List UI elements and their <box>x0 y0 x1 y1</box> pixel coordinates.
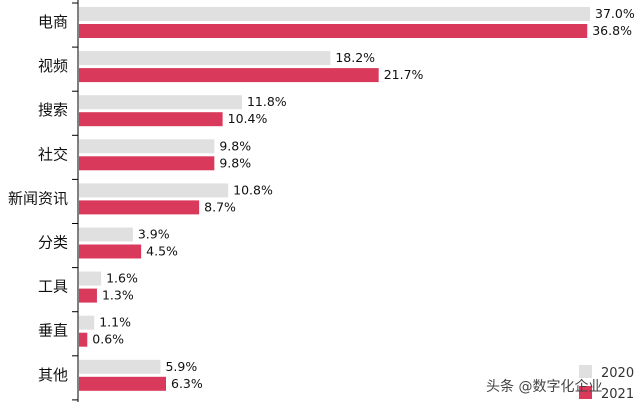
value-label: 1.1% <box>99 315 131 330</box>
bar-2020 <box>79 227 133 242</box>
bar-2021 <box>79 332 88 347</box>
bar-2020 <box>79 7 590 21</box>
bar-2021 <box>79 24 588 38</box>
legend-label-2020: 2020 <box>601 366 634 381</box>
bar-2020 <box>79 359 161 374</box>
category-label: 新闻资讯 <box>8 189 68 207</box>
legend: 2020 2021 <box>579 365 634 402</box>
axis-ticks <box>72 2 78 401</box>
category-label: 视频 <box>38 57 68 75</box>
bar-2021 <box>79 376 167 391</box>
bars <box>79 7 590 391</box>
category-label: 垂直 <box>38 322 68 340</box>
value-label: 1.3% <box>102 288 134 303</box>
legend-swatch-2020 <box>579 365 592 378</box>
bar-2021 <box>79 112 223 127</box>
value-labels: 37.0% 36.8% 18.2% 21.7% 11.8% 10.4% 9.8% 9.8% 10… <box>92 6 635 391</box>
value-label: 5.9% <box>165 359 197 374</box>
value-label: 9.8% <box>219 155 251 170</box>
value-label: 0.6% <box>92 332 124 347</box>
watermark-text: 头条 @数字化企业 <box>486 378 602 395</box>
category-label: 电商 <box>38 13 68 31</box>
value-label: 3.9% <box>138 227 170 242</box>
bar-2021 <box>79 200 200 215</box>
bar-2020 <box>79 51 331 66</box>
bar-2020 <box>79 271 102 286</box>
bar-2021 <box>79 244 142 259</box>
category-label: 其他 <box>38 366 68 384</box>
value-label: 36.8% <box>592 23 632 38</box>
category-label: 分类 <box>38 234 68 252</box>
bar-2021 <box>79 68 379 83</box>
value-label: 6.3% <box>171 376 203 391</box>
value-label: 1.6% <box>106 271 138 286</box>
legend-label-2021: 2021 <box>601 387 634 402</box>
value-label: 9.8% <box>219 138 251 153</box>
bar-2021 <box>79 156 215 171</box>
category-label: 搜索 <box>38 101 68 119</box>
bar-2021 <box>79 288 97 303</box>
bar-2020 <box>79 315 95 330</box>
value-label: 11.8% <box>247 94 287 109</box>
legend-swatch-2021 <box>579 386 592 399</box>
bar-2020 <box>79 95 242 110</box>
value-label: 18.2% <box>335 50 375 65</box>
value-label: 10.4% <box>228 111 268 126</box>
value-label: 4.5% <box>146 244 178 259</box>
value-label: 10.8% <box>233 182 273 197</box>
value-label: 37.0% <box>595 6 635 21</box>
value-label: 21.7% <box>384 67 424 82</box>
category-label: 工具 <box>38 278 68 296</box>
category-label: 社交 <box>38 145 68 163</box>
bar-2020 <box>79 183 229 198</box>
bar-2020 <box>79 139 215 154</box>
value-label: 8.7% <box>204 199 236 214</box>
